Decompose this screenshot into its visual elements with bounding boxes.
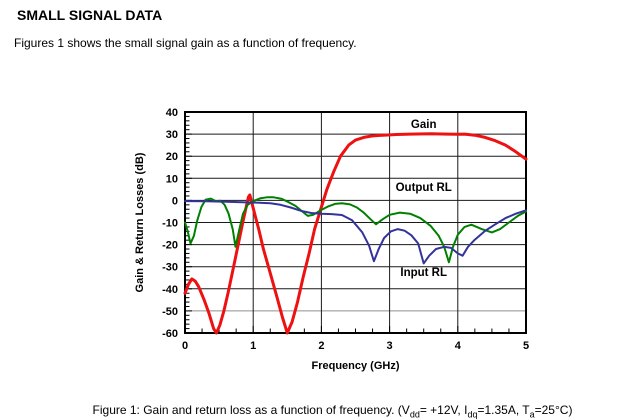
series-label-gain: Gain <box>411 119 437 131</box>
caption-sub-ta: a <box>529 409 535 419</box>
y-tick-label: 10 <box>166 173 178 185</box>
series-label-output-rl: Output RL <box>396 182 452 194</box>
x-tick-label: 0 <box>182 340 188 352</box>
caption-text: =1.35A, T <box>477 403 530 417</box>
x-tick-label: 3 <box>387 340 393 352</box>
x-tick-label: 5 <box>523 340 529 352</box>
series-gain <box>183 132 528 335</box>
caption-text: = +12V, I <box>419 403 468 417</box>
y-tick-label: 30 <box>166 129 178 141</box>
series-label-input-rl: Input RL <box>400 267 447 279</box>
y-tick-label: -60 <box>162 328 178 340</box>
figure-caption: Figure 1: Gain and return loss as a func… <box>0 403 637 419</box>
page-title: SMALL SIGNAL DATA <box>17 7 163 23</box>
y-axis-title: Gain & Return Losses (dB) <box>134 152 146 292</box>
x-tick-label: 2 <box>318 340 324 352</box>
caption-sub-idq: dq <box>467 409 478 419</box>
y-tick-label: -40 <box>162 284 178 296</box>
y-tick-label: -30 <box>162 262 178 274</box>
series-input-rl <box>184 200 527 265</box>
caption-text: =25°C) <box>534 403 573 417</box>
intro-text: Figures 1 shows the small signal gain as… <box>14 36 357 50</box>
caption-sub-vdd: dd <box>409 409 420 419</box>
figure1-chart: Gain Output RL Input RL 40 30 20 10 0 -10 -20 -30-… <box>130 96 550 390</box>
y-tick-label: 0 <box>172 195 178 207</box>
x-tick-label: 4 <box>455 340 462 352</box>
y-tick-label: -20 <box>162 240 178 252</box>
y-tick-label: 40 <box>166 107 178 119</box>
y-tick-label: -50 <box>162 306 178 318</box>
y-tick-label: -10 <box>162 218 178 230</box>
caption-text: Figure 1: Gain and return loss as a func… <box>92 403 410 417</box>
x-axis-title: Frequency (GHz) <box>311 360 399 372</box>
x-tick-label: 1 <box>250 340 256 352</box>
y-tick-label: 20 <box>166 151 178 163</box>
